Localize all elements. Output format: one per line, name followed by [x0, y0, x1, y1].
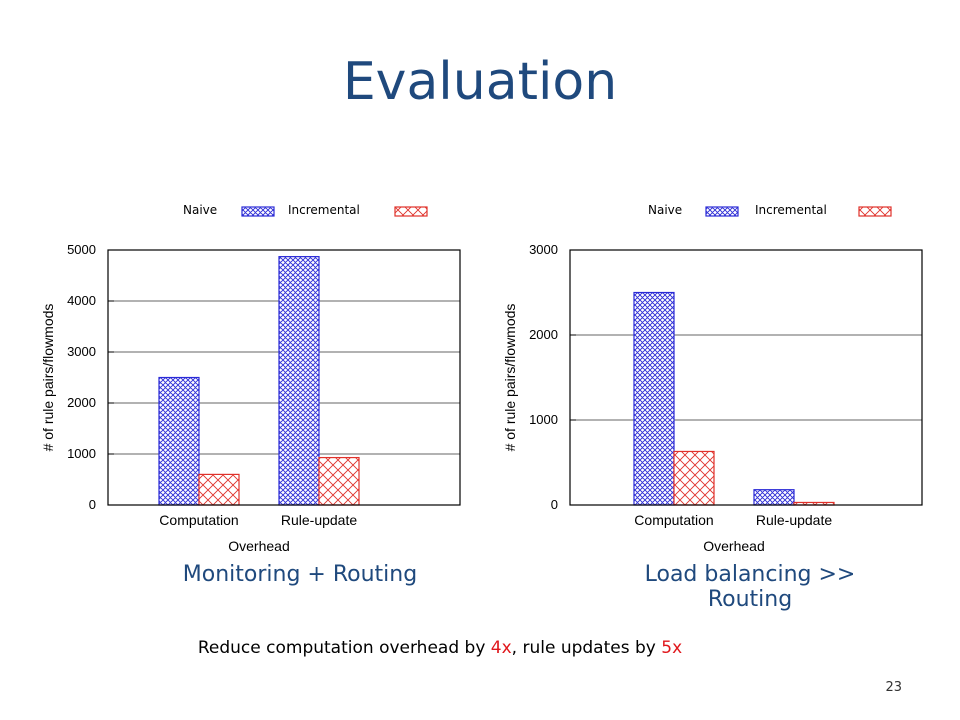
legend-label-naive: Naive — [183, 203, 217, 217]
summary-highlight-rule-updates: 5x — [661, 638, 683, 658]
bar-incremental-computation — [198, 473, 240, 506]
y-tick-label: 1000 — [529, 412, 558, 427]
x-tick-label: Computation — [159, 512, 238, 528]
y-tick-label: 2000 — [529, 327, 558, 342]
y-tick-label: 0 — [551, 497, 558, 512]
slide-title: Evaluation — [342, 52, 618, 112]
right-chart-caption: Load balancing >> Routing — [644, 562, 856, 612]
bar-naive-computation — [158, 376, 200, 506]
legend-swatch-naive — [241, 206, 275, 217]
plot-frame — [107, 249, 461, 506]
x-tick-label: Computation — [634, 512, 713, 528]
y-tick-label: 4000 — [67, 293, 96, 308]
y-tick-label: 3000 — [529, 242, 558, 257]
bar-incremental-rule-update — [318, 456, 360, 506]
x-tick-label: Rule-update — [756, 512, 832, 528]
y-axis-label: # of rule pairs/flowmods — [40, 304, 56, 452]
y-tick-label: 1000 — [67, 446, 96, 461]
x-tick-label: Rule-update — [281, 512, 357, 528]
y-tick-label: 5000 — [67, 242, 96, 257]
summary-text: Reduce computation overhead by 4x, rule … — [0, 638, 880, 658]
legend-label-incremental: Incremental — [288, 203, 360, 217]
bar-incremental-computation — [673, 450, 715, 506]
legend-swatch-incremental — [858, 206, 892, 217]
legend-label-incremental: Incremental — [755, 203, 827, 217]
legend-label-naive: Naive — [648, 203, 682, 217]
legend-swatch-naive — [705, 206, 739, 217]
left-chart-caption: Monitoring + Routing — [182, 562, 418, 587]
legend: Naive Incremental — [648, 203, 892, 217]
x-axis-label: Overhead — [703, 538, 764, 554]
legend-swatch-incremental — [394, 206, 428, 217]
plot-frame — [569, 249, 923, 506]
y-tick-label: 2000 — [67, 395, 96, 410]
right-chart: Naive Incremental 0 1000 2000 3000 Computation… — [502, 203, 923, 554]
page-number: 23 — [885, 680, 902, 695]
summary-prefix: Reduce computation overhead by — [197, 638, 491, 658]
x-axis-label: Overhead — [228, 538, 289, 554]
legend: Naive Incremental — [183, 203, 428, 217]
summary-highlight-computation: 4x — [490, 638, 512, 658]
bar-naive-rule-update — [278, 256, 320, 506]
y-tick-label: 0 — [89, 497, 96, 512]
bar-naive-computation — [633, 291, 675, 506]
y-axis-label: # of rule pairs/flowmods — [502, 304, 518, 452]
bar-naive-rule-update — [753, 489, 795, 506]
left-chart: Naive Incremental 0 1000 2000 3000 4000 5000 Com… — [40, 203, 461, 554]
summary-middle: , rule updates by — [511, 638, 662, 658]
y-tick-label: 3000 — [67, 344, 96, 359]
